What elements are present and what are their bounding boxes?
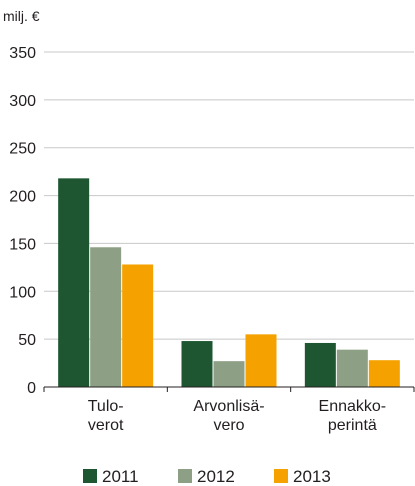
y-axis-ticks: 0 50 100 150 200 250 300 350 [9, 45, 36, 397]
bars [58, 178, 400, 387]
legend-swatch-2012 [178, 469, 192, 483]
category-label: Ennakko- [319, 398, 387, 415]
y-tick-label: 200 [9, 189, 36, 206]
bar-2011-0 [58, 178, 90, 387]
legend-label: 2013 [293, 467, 331, 486]
category-label: verot [88, 417, 124, 434]
legend-swatch-2011 [83, 469, 97, 483]
category-label: Tulo- [88, 398, 124, 415]
y-tick-label: 350 [9, 45, 36, 62]
category-label: Arvonlisä- [193, 398, 264, 415]
y-tick-label: 300 [9, 93, 36, 110]
x-axis: Tulo-verot Arvonlisä-vero Ennakko-perintä [43, 386, 415, 434]
bar-2013-2 [368, 360, 400, 387]
bar-2012-2 [336, 349, 368, 387]
bar-2012-0 [90, 247, 122, 387]
y-tick-label: 0 [27, 380, 36, 397]
legend: 2011 2012 2013 [83, 467, 331, 486]
bar-2012-1 [213, 361, 245, 387]
bar-2013-1 [245, 334, 277, 387]
y-axis-unit-label: milj. € [3, 8, 40, 24]
bar-2011-2 [304, 342, 336, 387]
y-tick-label: 100 [9, 284, 36, 301]
y-tick-label: 250 [9, 141, 36, 158]
y-tick-label: 150 [9, 236, 36, 253]
bar-2013-0 [122, 264, 154, 387]
legend-swatch-2013 [274, 469, 288, 483]
y-tick-label: 50 [18, 332, 36, 349]
legend-label: 2011 [102, 467, 139, 486]
category-label: vero [213, 417, 244, 434]
legend-label: 2012 [197, 467, 235, 486]
bar-2011-1 [181, 341, 213, 387]
category-label: perintä [328, 417, 377, 434]
